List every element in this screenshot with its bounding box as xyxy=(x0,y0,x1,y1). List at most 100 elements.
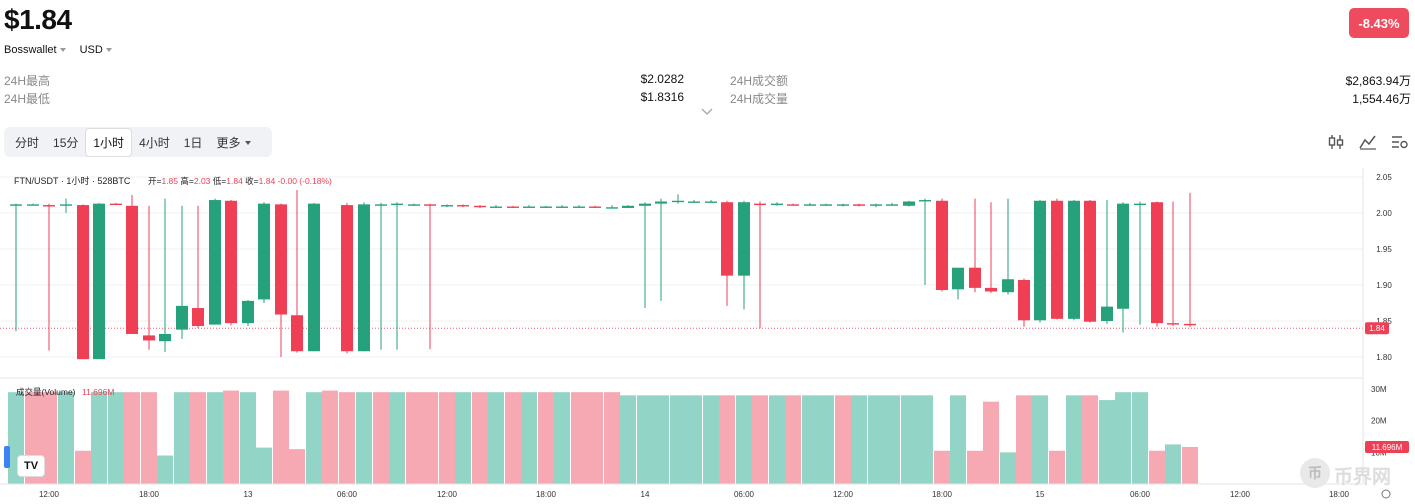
candle-down xyxy=(969,267,981,288)
volume-bar xyxy=(1132,392,1148,484)
volume-bar xyxy=(306,392,322,484)
volume-bar xyxy=(223,390,239,484)
candle-up xyxy=(639,203,651,206)
volume-bar xyxy=(1082,395,1098,484)
volume-bar xyxy=(851,395,867,484)
current-price: $1.84 xyxy=(4,4,72,35)
high-value: 2.03 xyxy=(194,176,211,186)
volume-bar xyxy=(505,392,521,484)
current-price-label: 1.84 xyxy=(1369,324,1385,333)
candle-up xyxy=(622,205,634,208)
stat-label: 24H成交额 xyxy=(730,74,789,88)
volume-bar xyxy=(818,395,834,484)
volume-bar xyxy=(108,392,124,484)
volume-bar xyxy=(455,392,471,484)
x-tick-label: 13 xyxy=(244,490,253,499)
candle-down xyxy=(192,308,204,327)
candle-down xyxy=(787,204,799,206)
candle-up xyxy=(688,201,700,203)
volume-bar xyxy=(373,392,389,484)
stat-24h-volume: 24H成交量 1,554.46万 xyxy=(730,90,1411,107)
volume-bar xyxy=(174,392,190,484)
volume-bar xyxy=(686,395,702,484)
volume-bar xyxy=(389,392,405,484)
settings-gear-icon xyxy=(1381,489,1391,499)
volume-bar xyxy=(157,455,173,484)
volume-bar xyxy=(1149,450,1165,484)
candle-up xyxy=(573,206,585,208)
candle-up xyxy=(441,205,453,207)
chart-symbol: FTN/USDT · 1小时 · 528BTC xyxy=(14,175,131,186)
watermark-text: 币界网 xyxy=(1334,467,1392,488)
candle-down xyxy=(985,287,997,292)
y-tick-label: 1.80 xyxy=(1376,353,1392,362)
volume-bar xyxy=(670,395,686,484)
x-tick-label: 06:00 xyxy=(337,490,358,499)
tab-more[interactable]: 更多 xyxy=(209,129,258,156)
candle-down xyxy=(853,204,865,206)
candle-up xyxy=(242,300,254,324)
candle-up xyxy=(60,204,72,206)
volume-bar xyxy=(1049,450,1065,484)
exchange-selector[interactable]: Bosswallet xyxy=(4,44,66,56)
candle-up xyxy=(820,204,832,206)
candle-down xyxy=(77,205,89,360)
volume-bar xyxy=(620,395,636,484)
tab-1h[interactable]: 1小时 xyxy=(85,127,133,157)
candle-up xyxy=(308,203,320,352)
timeframe-tabs: 分时 15分 1小时 4小时 1日 更多 xyxy=(4,127,272,157)
x-tick-label: 12:00 xyxy=(1230,490,1251,499)
candle-up xyxy=(358,204,370,352)
volume-bar xyxy=(256,447,272,484)
volume-bar xyxy=(802,395,818,484)
low-label: 低= xyxy=(213,176,227,186)
candle-down xyxy=(754,203,766,206)
price-chart[interactable]: FTN/USDT · 1小时 · 528BTC 开=1.85 高=2.03 低=… xyxy=(0,168,1415,504)
indicator-settings-icon[interactable] xyxy=(1391,134,1409,150)
open-value: 1.85 xyxy=(161,176,178,186)
candle-up xyxy=(1117,203,1129,309)
tab-15m[interactable]: 15分 xyxy=(53,135,79,150)
tab-1d[interactable]: 1日 xyxy=(183,135,203,150)
volume-current-tag xyxy=(1365,440,1409,453)
candle-down xyxy=(721,202,733,276)
x-tick-label: 18:00 xyxy=(932,490,953,499)
price-change-badge: -8.43% xyxy=(1349,8,1409,38)
volume-bar xyxy=(75,450,91,484)
candle-down xyxy=(457,205,469,207)
candlestick-icon[interactable] xyxy=(1327,134,1345,150)
stat-label: 24H成交量 xyxy=(730,92,789,106)
candle-up xyxy=(705,201,717,203)
volume-bar xyxy=(322,390,338,484)
candle-up xyxy=(655,201,667,204)
candle-up xyxy=(606,207,618,209)
candle-down xyxy=(225,200,237,324)
chevron-down-icon xyxy=(245,141,252,146)
tab-4h[interactable]: 4小时 xyxy=(139,135,170,150)
candle-up xyxy=(672,200,684,203)
candle-down xyxy=(1151,202,1163,324)
candle-up xyxy=(771,203,783,206)
line-chart-icon[interactable] xyxy=(1359,134,1377,150)
x-tick-label: 18:00 xyxy=(1329,490,1350,499)
currency-selector[interactable]: USD xyxy=(80,44,112,56)
x-tick-label: 18:00 xyxy=(536,490,557,499)
stat-label: 24H最低 xyxy=(4,92,51,106)
close-label: 收= xyxy=(245,176,259,186)
volume-bar xyxy=(983,401,999,484)
expand-chevron-icon[interactable] xyxy=(701,108,713,116)
volume-bar xyxy=(1016,395,1032,484)
volume-label: 成交量(Volume) xyxy=(16,387,76,397)
volume-bar xyxy=(1182,446,1198,484)
candle-up xyxy=(1068,200,1080,319)
tab-timeline[interactable]: 分时 xyxy=(15,135,40,150)
y-tick-label: 2.05 xyxy=(1376,173,1392,182)
volume-bar xyxy=(901,395,917,484)
volume-bar xyxy=(884,395,900,484)
chart-scroll-handle[interactable] xyxy=(4,446,10,468)
candle-up xyxy=(804,204,816,206)
volume-bar xyxy=(406,392,422,484)
candle-down xyxy=(474,205,486,208)
volume-bar xyxy=(41,392,57,484)
volume-bar xyxy=(1115,392,1131,484)
